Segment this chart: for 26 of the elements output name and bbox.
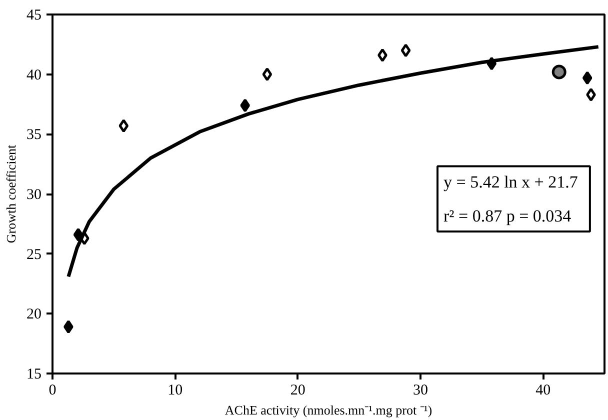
x-tick-label: 30 xyxy=(413,382,428,398)
y-tick-label: 25 xyxy=(26,246,42,263)
point xyxy=(64,320,74,334)
x-tick-label: 10 xyxy=(168,382,183,398)
line-series xyxy=(66,45,600,278)
y-tick-label: 20 xyxy=(26,306,42,323)
annotation: y = 5.42 ln x + 21.7 xyxy=(444,172,578,192)
annotation: r² = 0.87 p = 0.034 xyxy=(444,206,572,226)
y-tick-label: 30 xyxy=(26,187,42,203)
point xyxy=(400,44,411,58)
y-tick-label: 45 xyxy=(26,8,42,24)
y-axis-title: Growth coefficient xyxy=(4,144,18,244)
x-axis-title: AChE activity (nmoles.mn⁻¹.mg prot ⁻¹) xyxy=(224,402,432,418)
point xyxy=(240,98,250,112)
y-tick-label: 40 xyxy=(26,67,42,84)
y-tick-label: 15 xyxy=(26,366,42,382)
point xyxy=(118,119,129,133)
x-tick-label: 40 xyxy=(536,382,551,398)
point xyxy=(552,64,566,80)
point xyxy=(262,68,272,82)
y-tick-label: 35 xyxy=(26,127,42,144)
x-tick-label: 0 xyxy=(48,382,56,398)
point xyxy=(378,48,388,62)
point xyxy=(582,71,592,85)
point xyxy=(586,88,596,102)
x-tick-label: 20 xyxy=(290,382,306,398)
